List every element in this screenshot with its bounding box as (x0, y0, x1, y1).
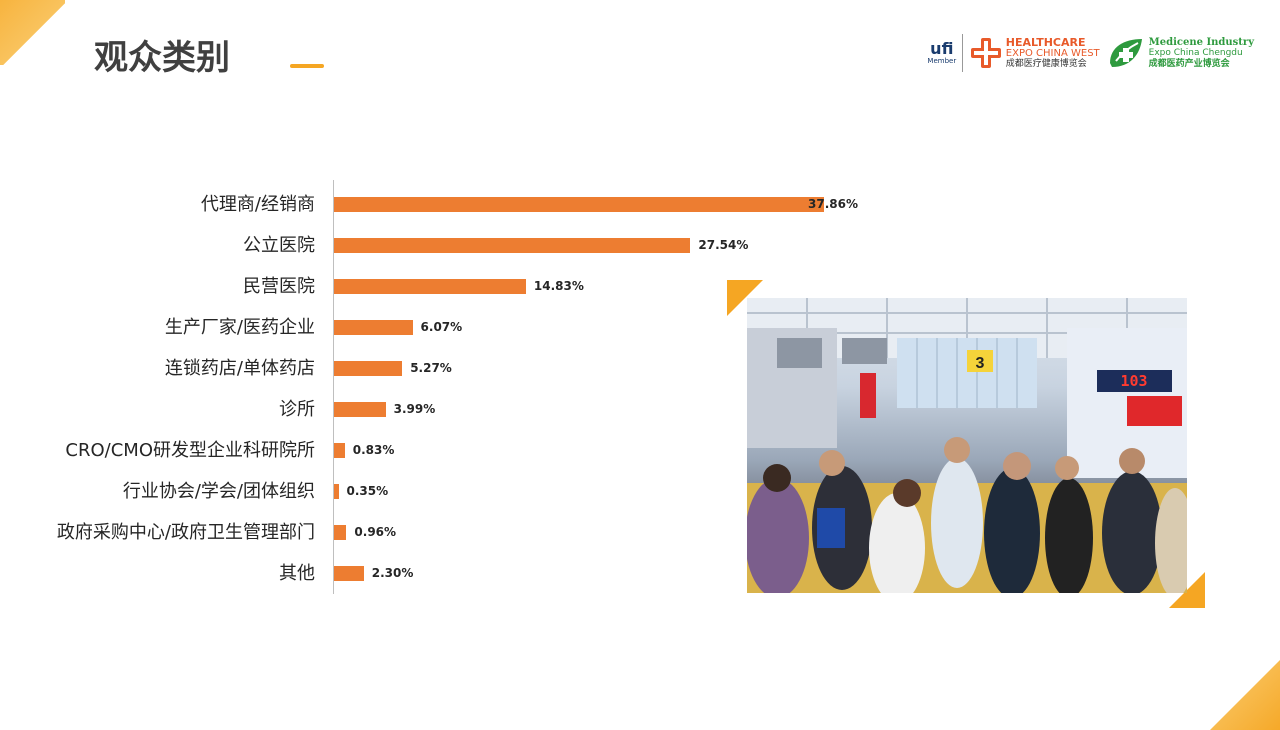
bar-row: 生产厂家/医药企业 6.07% (0, 303, 900, 344)
bar-row: 诊所 3.99% (0, 385, 900, 426)
bar-value-label: 14.83% (533, 279, 584, 293)
medicine-logo-line3: 成都医药产业博览会 (1148, 58, 1230, 69)
bar-row: 连锁药店/单体药店 5.27% (0, 344, 900, 385)
expo-hall-photo: 3 103 (747, 298, 1187, 593)
healthcare-logo-line1: HEALTHCARE (1005, 35, 1086, 49)
bar (334, 484, 339, 499)
medicine-expo-logo: Medicene Industry Expo China Chengdu 成都医… (1106, 33, 1254, 73)
expo-hall-illustration: 3 103 (747, 298, 1187, 593)
bar-category-label: 政府采购中心/政府卫生管理部门 (56, 522, 315, 543)
corner-decoration-bottom-right (1210, 650, 1280, 730)
bar-row: 代理商/经销商 37.86% (0, 180, 900, 221)
visitor-category-bar-chart: 代理商/经销商 37.86% 公立医院 27.54% 民营医院 14.83% 生产厂家/医药… (0, 180, 900, 600)
bar (334, 279, 526, 294)
healthcare-logo-line3: 成都医疗健康博览会 (1005, 58, 1087, 69)
bar-row: 公立医院 27.54% (0, 221, 900, 262)
corner-decoration-top-left (0, 0, 65, 65)
title-underline (290, 64, 324, 68)
bar-row: CRO/CMO研发型企业科研院所 0.83% (0, 426, 900, 467)
bar-value-label: 37.86% (808, 197, 858, 211)
bar-row: 其他 2.30% (0, 549, 900, 590)
healthcare-logo-line2: EXPO CHINA WEST (1005, 47, 1100, 59)
healthcare-cross-icon (970, 38, 1001, 68)
bar-category-label: 连锁药店/单体药店 (164, 358, 315, 379)
medicine-leaf-icon (1109, 39, 1142, 67)
ufi-logo: ufi Member (927, 39, 957, 66)
bar-value-label: 0.96% (354, 525, 397, 539)
bar-category-label: CRO/CMO研发型企业科研院所 (65, 440, 315, 461)
bar (334, 238, 691, 253)
bar-row: 民营医院 14.83% (0, 262, 900, 303)
counter-display: 103 (1120, 372, 1147, 390)
bar (334, 402, 386, 417)
page-title: 观众类别 (94, 38, 230, 78)
bar-category-label: 生产厂家/医药企业 (164, 317, 315, 338)
bar-value-label: 6.07% (420, 320, 463, 334)
bar-category-label: 民营医院 (243, 276, 315, 297)
bar-category-label: 行业协会/学会/团体组织 (122, 481, 315, 502)
bar-value-label: 27.54% (698, 238, 749, 252)
medicine-logo-line2: Expo China Chengdu (1148, 47, 1243, 58)
ufi-logo-text: ufi (930, 39, 954, 58)
bar-value-label: 5.27% (410, 361, 452, 375)
bar-value-label: 0.35% (346, 484, 389, 498)
bar (334, 525, 347, 540)
bar (334, 443, 345, 458)
chart-axis-line (333, 180, 334, 594)
logo-separator (961, 34, 963, 72)
medicine-logo-line1: Medicene Industry (1148, 36, 1254, 48)
logo-group: ufi Member HEALTHCARE EXPO CHINA WEST 成都… (927, 30, 1254, 76)
bar-row: 政府采购中心/政府卫生管理部门 0.96% (0, 508, 900, 549)
bar (334, 320, 413, 335)
bar (334, 566, 364, 581)
bar-category-label: 公立医院 (243, 235, 315, 256)
ufi-logo-sub: Member (927, 57, 957, 65)
bar-value-label: 3.99% (393, 402, 436, 416)
bar-category-label: 诊所 (279, 399, 315, 420)
bar-value-label: 2.30% (371, 566, 414, 580)
bar-value-label: 0.83% (352, 443, 395, 457)
bar (334, 197, 824, 212)
bar (334, 361, 403, 376)
healthcare-expo-logo: HEALTHCARE EXPO CHINA WEST 成都医疗健康博览会 (969, 36, 1100, 70)
bar-category-label: 其他 (279, 563, 315, 584)
bar-row: 行业协会/学会/团体组织 0.35% (0, 467, 900, 508)
booth-number: 3 (976, 355, 985, 372)
bar-category-label: 代理商/经销商 (200, 194, 315, 215)
